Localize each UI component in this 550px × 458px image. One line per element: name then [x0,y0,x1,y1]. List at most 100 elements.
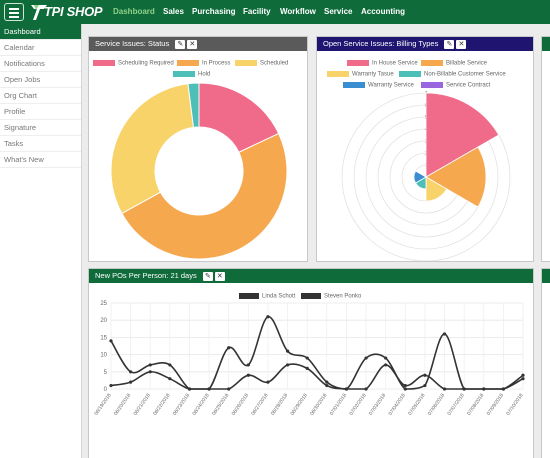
nav-dashboard[interactable]: Dashboard [113,7,155,16]
data-point[interactable] [344,387,349,391]
x-tick-label: 07/07/2018 [447,393,466,417]
data-point[interactable] [187,387,192,391]
nav-purchasing[interactable]: Purchasing [192,7,236,16]
data-point[interactable] [442,332,447,336]
data-point[interactable] [227,387,231,391]
legend-item: Warranty Service [343,82,414,89]
data-point[interactable] [325,380,329,384]
close-icon[interactable]: ✕ [214,271,225,281]
x-tick-label: 07/03/2018 [368,393,387,417]
sidebar-item-notifications[interactable]: Notifications [0,56,81,72]
data-point[interactable] [305,366,309,370]
x-tick-label: 07/10/2018 [505,393,524,417]
edit-icon[interactable]: ✎ [175,39,186,49]
billing-types-panel: Open Service Issues: Billing Types ✎ ✕ In… [316,36,534,262]
y-tick-label: 0 [104,387,108,393]
sidebar-item-signature[interactable]: Signature [0,120,81,136]
data-point[interactable] [482,387,486,391]
data-point[interactable] [423,383,427,388]
top-navbar: TPI SHOP Dashboard Sales Purchasing Faci… [0,0,550,24]
x-tick-label: 06/26/2018 [231,393,250,417]
legend-item: In House Service [347,60,418,67]
data-point[interactable] [266,380,270,384]
logo-icon [31,5,47,20]
sidebar-item-tasks[interactable]: Tasks [0,136,81,152]
x-tick-label: 06/25/2018 [211,393,230,417]
x-tick-label: 06/23/2018 [172,393,191,417]
x-tick-label: 07/05/2018 [407,393,426,417]
legend-item: Warranty Tasue [327,71,394,78]
sidebar: Dashboard Calendar Notifications Open Jo… [0,24,82,458]
data-point[interactable] [168,363,172,367]
data-point[interactable] [462,387,466,391]
service-status-panel: Service Issues: Status ✎ ✕ Scheduling Req… [88,36,308,262]
donut-slice-1[interactable] [121,132,288,260]
sidebar-item-dashboard[interactable]: Dashboard [0,24,81,40]
data-point[interactable] [521,373,525,377]
legend-item: Scheduling Required [93,60,174,67]
nav-workflow[interactable]: Workflow [280,7,316,16]
data-point[interactable] [207,387,211,391]
sidebar-item-calendar[interactable]: Calendar [0,40,81,56]
x-tick-label: 06/29/2018 [290,393,309,417]
nav-service[interactable]: Service [324,7,353,16]
legend-item: Linda Schott [239,293,295,300]
data-point[interactable] [384,356,388,360]
x-tick-label: 07/04/2018 [388,393,407,417]
data-point[interactable] [364,356,368,360]
data-point[interactable] [227,346,231,350]
donut-slice-3[interactable] [187,82,200,128]
data-point[interactable] [384,363,388,367]
sidebar-item-profile[interactable]: Profile [0,104,81,120]
data-point[interactable] [442,387,447,391]
legend-item: Steven Ponko [301,293,361,300]
nav-accounting[interactable]: Accounting [361,7,405,16]
data-point[interactable] [266,315,270,319]
panel-title: Service Issues: Status [95,39,170,48]
data-point[interactable] [285,349,290,353]
data-point[interactable] [246,373,250,377]
data-point[interactable] [305,356,309,360]
data-point[interactable] [148,363,152,367]
hamburger-menu-button[interactable] [4,3,24,21]
legend-item: Hold [173,71,210,78]
nav-sales[interactable]: Sales [163,7,184,16]
data-point[interactable] [403,387,407,391]
partial-panel [541,36,550,262]
x-tick-label: 06/19/2018 [93,393,112,417]
nav-facility[interactable]: Facility [243,7,271,16]
x-tick-label: 07/06/2018 [427,393,446,417]
data-point[interactable] [109,339,113,343]
donut-slice-2[interactable] [110,83,195,215]
x-tick-label: 06/24/2018 [191,393,210,417]
sidebar-item-open-jobs[interactable]: Open Jobs [0,72,81,88]
data-point[interactable] [285,363,290,367]
data-point[interactable] [129,380,133,384]
data-point[interactable] [325,383,329,388]
billing-types-header: Open Service Issues: Billing Types ✎ ✕ [317,37,533,51]
data-point[interactable] [246,363,250,367]
polar-slice-4[interactable] [413,170,427,184]
x-tick-label: 06/22/2018 [152,393,171,417]
x-tick-label: 07/01/2018 [329,393,348,417]
sidebar-item-org-chart[interactable]: Org Chart [0,88,81,104]
x-tick-label: 06/20/2018 [113,393,132,417]
edit-icon[interactable]: ✎ [202,271,213,281]
series-line-1 [110,315,524,390]
close-icon[interactable]: ✕ [187,39,198,49]
data-point[interactable] [423,373,427,377]
close-icon[interactable]: ✕ [456,39,467,49]
data-point[interactable] [501,387,505,391]
edit-icon[interactable]: ✎ [444,39,455,49]
data-point[interactable] [168,377,172,381]
data-point[interactable] [148,370,152,374]
polar-slice-0[interactable] [425,92,500,178]
polar-slice-2[interactable] [425,176,448,202]
data-point[interactable] [403,383,407,388]
data-point[interactable] [521,377,525,381]
sidebar-item-whats-new[interactable]: What's New [0,152,81,168]
polar-slice-1[interactable] [425,146,487,208]
data-point[interactable] [129,370,133,374]
data-point[interactable] [109,383,113,388]
data-point[interactable] [364,387,368,391]
